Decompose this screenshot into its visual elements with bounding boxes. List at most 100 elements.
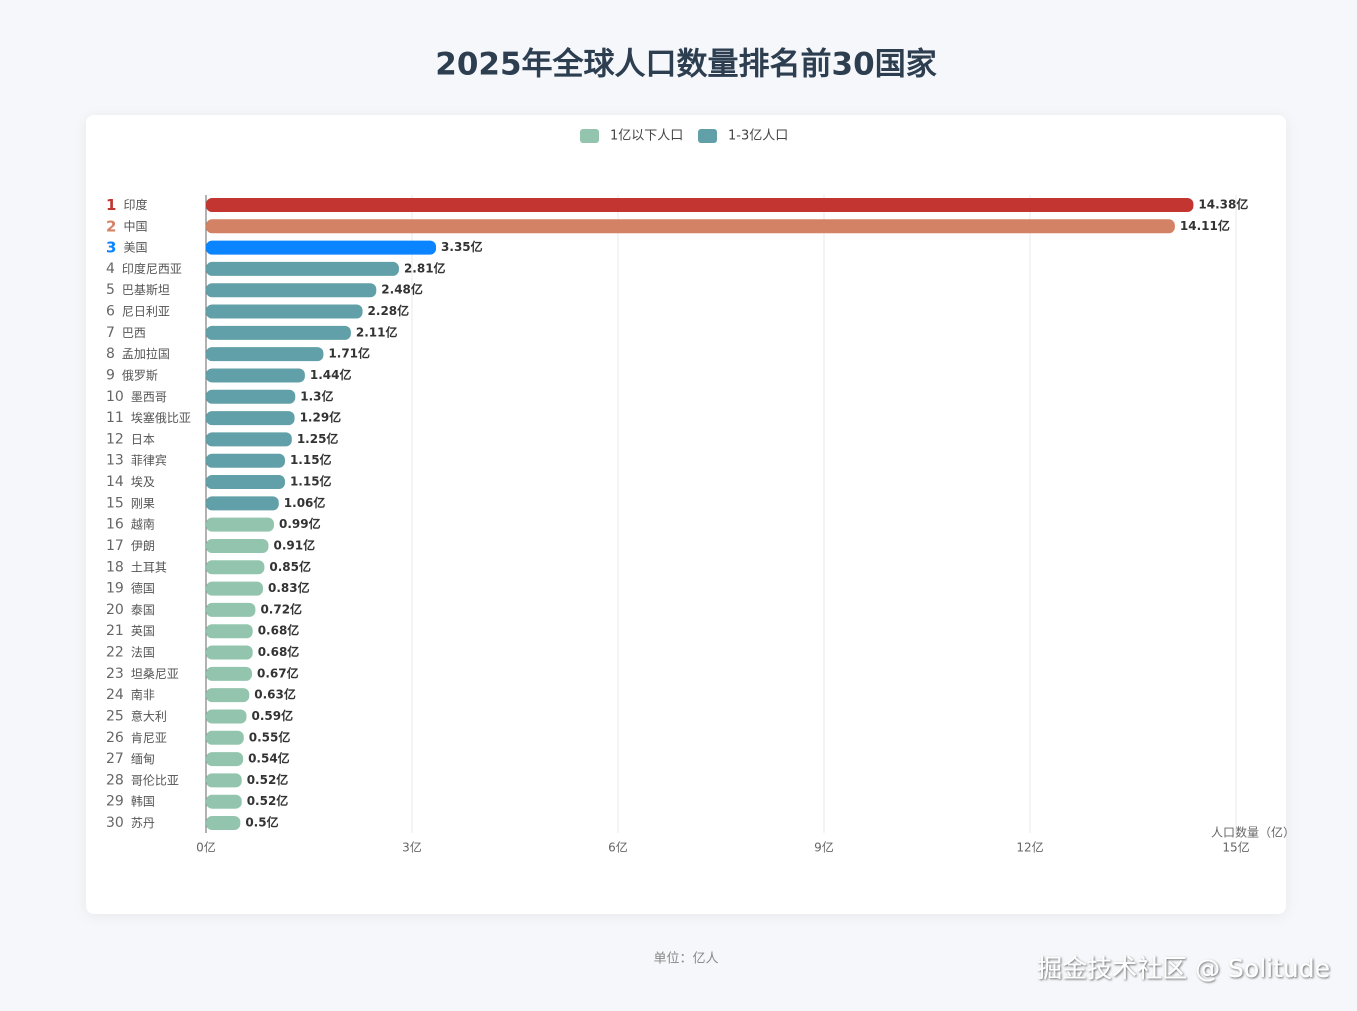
country-name: 坦桑尼亚 [131,666,179,680]
y-tick-label: 12 日本 [106,431,155,447]
rank: 19 [106,581,124,597]
bar [206,496,279,511]
rank: 10 [106,389,124,405]
bar [206,325,351,340]
x-tick-label: 0亿 [196,840,216,855]
value-label: 0.52亿 [247,772,289,787]
rank: 18 [106,559,124,575]
y-tick-label: 19 德国 [106,580,155,597]
value-label: 14.38亿 [1198,197,1248,212]
y-tick-label: 4 印度尼西亚 [106,260,182,277]
rank: 2 [106,217,116,235]
value-label: 0.91亿 [273,537,315,552]
y-tick-label: 21 英国 [106,623,155,639]
value-label: 2.11亿 [356,324,398,339]
value-label: 14.11亿 [1180,218,1230,233]
value-label: 0.68亿 [258,644,300,659]
value-label: 0.52亿 [247,793,289,808]
bar [206,432,292,447]
value-label: 3.35亿 [441,239,483,254]
y-tick-label: 22 法国 [106,645,155,661]
bar [206,666,253,681]
bar [206,538,269,553]
y-tick-label: 28 哥伦比亚 [106,772,179,789]
y-tick-label: 2 中国 [106,217,147,235]
country-name: 肯尼亚 [131,730,167,744]
y-tick-label: 25 意大利 [106,708,167,725]
legend-label: 1亿以下人口 [610,129,683,144]
card [86,115,1286,914]
country-name: 南非 [131,687,155,702]
bar [206,752,244,767]
legend-swatch [698,129,717,143]
country-name: 埃塞俄比亚 [131,410,191,425]
bar [206,261,399,276]
country-name: 巴基斯坦 [122,283,170,297]
y-tick-label: 13 菲律宾 [106,452,167,469]
country-name: 缅甸 [131,752,155,766]
rank: 11 [106,410,124,426]
bar [206,794,242,809]
rank: 25 [106,708,124,724]
rank: 6 [106,304,115,320]
x-tick-label: 6亿 [608,840,628,855]
country-name: 菲律宾 [131,452,167,467]
value-label: 1.15亿 [290,474,332,489]
country-name: 越南 [131,516,155,531]
bar [206,475,285,490]
value-label: 0.99亿 [279,516,321,531]
y-tick-label: 15 刚果 [106,495,155,511]
y-tick-label: 30 苏丹 [106,815,155,831]
rank: 23 [106,666,124,682]
x-tick-label: 3亿 [402,840,422,855]
rank: 28 [106,772,124,788]
bar [206,816,241,830]
rank: 13 [106,453,124,469]
value-label: 2.28亿 [368,303,410,318]
country-name: 土耳其 [131,560,167,574]
y-tick-label: 26 肯尼亚 [106,730,167,746]
bar [206,688,250,703]
country-name: 法国 [131,645,155,659]
rank: 4 [106,261,115,277]
y-tick-label: 8 孟加拉国 [106,346,170,363]
y-tick-label: 5 巴基斯坦 [106,282,170,298]
country-name: 中国 [123,218,147,233]
rank: 5 [106,282,115,298]
country-name: 哥伦比亚 [131,772,179,787]
value-label: 0.5亿 [245,815,278,830]
y-tick-label: 17 伊朗 [106,538,155,554]
country-name: 泰国 [131,602,155,616]
rank: 17 [106,538,124,554]
value-label: 0.59亿 [252,708,294,723]
y-tick-label: 29 韩国 [106,793,155,810]
y-tick-label: 9 俄罗斯 [106,367,158,383]
y-tick-label: 20 泰国 [106,602,155,618]
value-label: 1.15亿 [290,452,332,467]
value-label: 1.29亿 [300,410,342,425]
y-tick-label: 10 墨西哥 [106,389,167,405]
bar [206,453,285,468]
value-label: 1.06亿 [284,495,326,510]
bar [206,411,295,426]
country-name: 印度尼西亚 [122,260,182,275]
country-name: 孟加拉国 [122,346,170,361]
bar [206,773,242,788]
rank: 16 [106,517,124,533]
y-tick-label: 18 土耳其 [106,559,167,575]
rank: 12 [106,431,124,447]
value-label: 0.55亿 [249,729,291,744]
value-label: 1.25亿 [297,431,339,446]
value-label: 0.85亿 [269,559,311,574]
country-name: 美国 [123,240,147,254]
rank: 27 [106,751,124,767]
x-tick-label: 15亿 [1222,840,1249,855]
value-label: 0.54亿 [248,751,290,766]
bar [206,560,265,575]
country-name: 俄罗斯 [122,368,158,382]
country-name: 苏丹 [131,816,155,830]
y-tick-label: 16 越南 [106,516,155,533]
y-tick-label: 11 埃塞俄比亚 [106,410,191,427]
